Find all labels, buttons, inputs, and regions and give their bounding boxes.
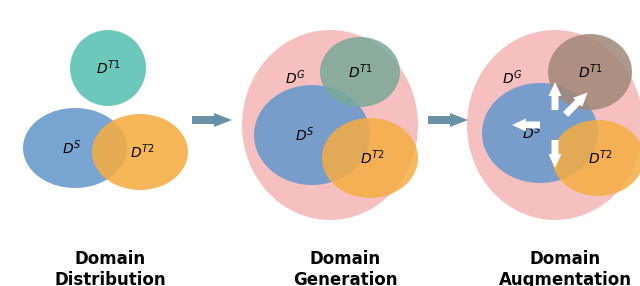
Text: $D^{T1}$: $D^{T1}$: [577, 63, 602, 81]
Ellipse shape: [548, 34, 632, 110]
FancyArrow shape: [428, 113, 468, 127]
Ellipse shape: [482, 83, 598, 183]
Ellipse shape: [552, 120, 640, 196]
Ellipse shape: [467, 30, 640, 220]
Ellipse shape: [242, 30, 418, 220]
Text: $D^{T1}$: $D^{T1}$: [348, 63, 372, 81]
Ellipse shape: [92, 114, 188, 190]
FancyArrow shape: [563, 92, 588, 117]
FancyArrow shape: [512, 118, 540, 132]
Ellipse shape: [322, 118, 418, 198]
Text: Domain
Generation: Domain Generation: [292, 250, 397, 286]
Text: Domain
Augmentation: Domain Augmentation: [499, 250, 632, 286]
Text: $D^{S}$: $D^{S}$: [62, 139, 82, 157]
Text: $D^{S}$: $D^{S}$: [295, 126, 315, 144]
Ellipse shape: [254, 85, 370, 185]
FancyArrow shape: [548, 82, 561, 110]
Ellipse shape: [320, 37, 400, 107]
Ellipse shape: [70, 30, 146, 106]
FancyArrow shape: [548, 140, 561, 168]
Ellipse shape: [23, 108, 127, 188]
Text: $D^{T2}$: $D^{T2}$: [360, 149, 385, 167]
Text: Domain
Distribution: Domain Distribution: [54, 250, 166, 286]
Text: $D^{T1}$: $D^{T1}$: [95, 59, 120, 77]
Text: $D^{G}$: $D^{G}$: [502, 69, 522, 87]
Text: $D^{T2}$: $D^{T2}$: [588, 149, 612, 167]
Text: $D^{S}$: $D^{S}$: [522, 124, 541, 142]
Text: $D^{T2}$: $D^{T2}$: [130, 143, 154, 161]
Text: $D^{G}$: $D^{G}$: [285, 69, 305, 87]
FancyArrow shape: [192, 113, 232, 127]
